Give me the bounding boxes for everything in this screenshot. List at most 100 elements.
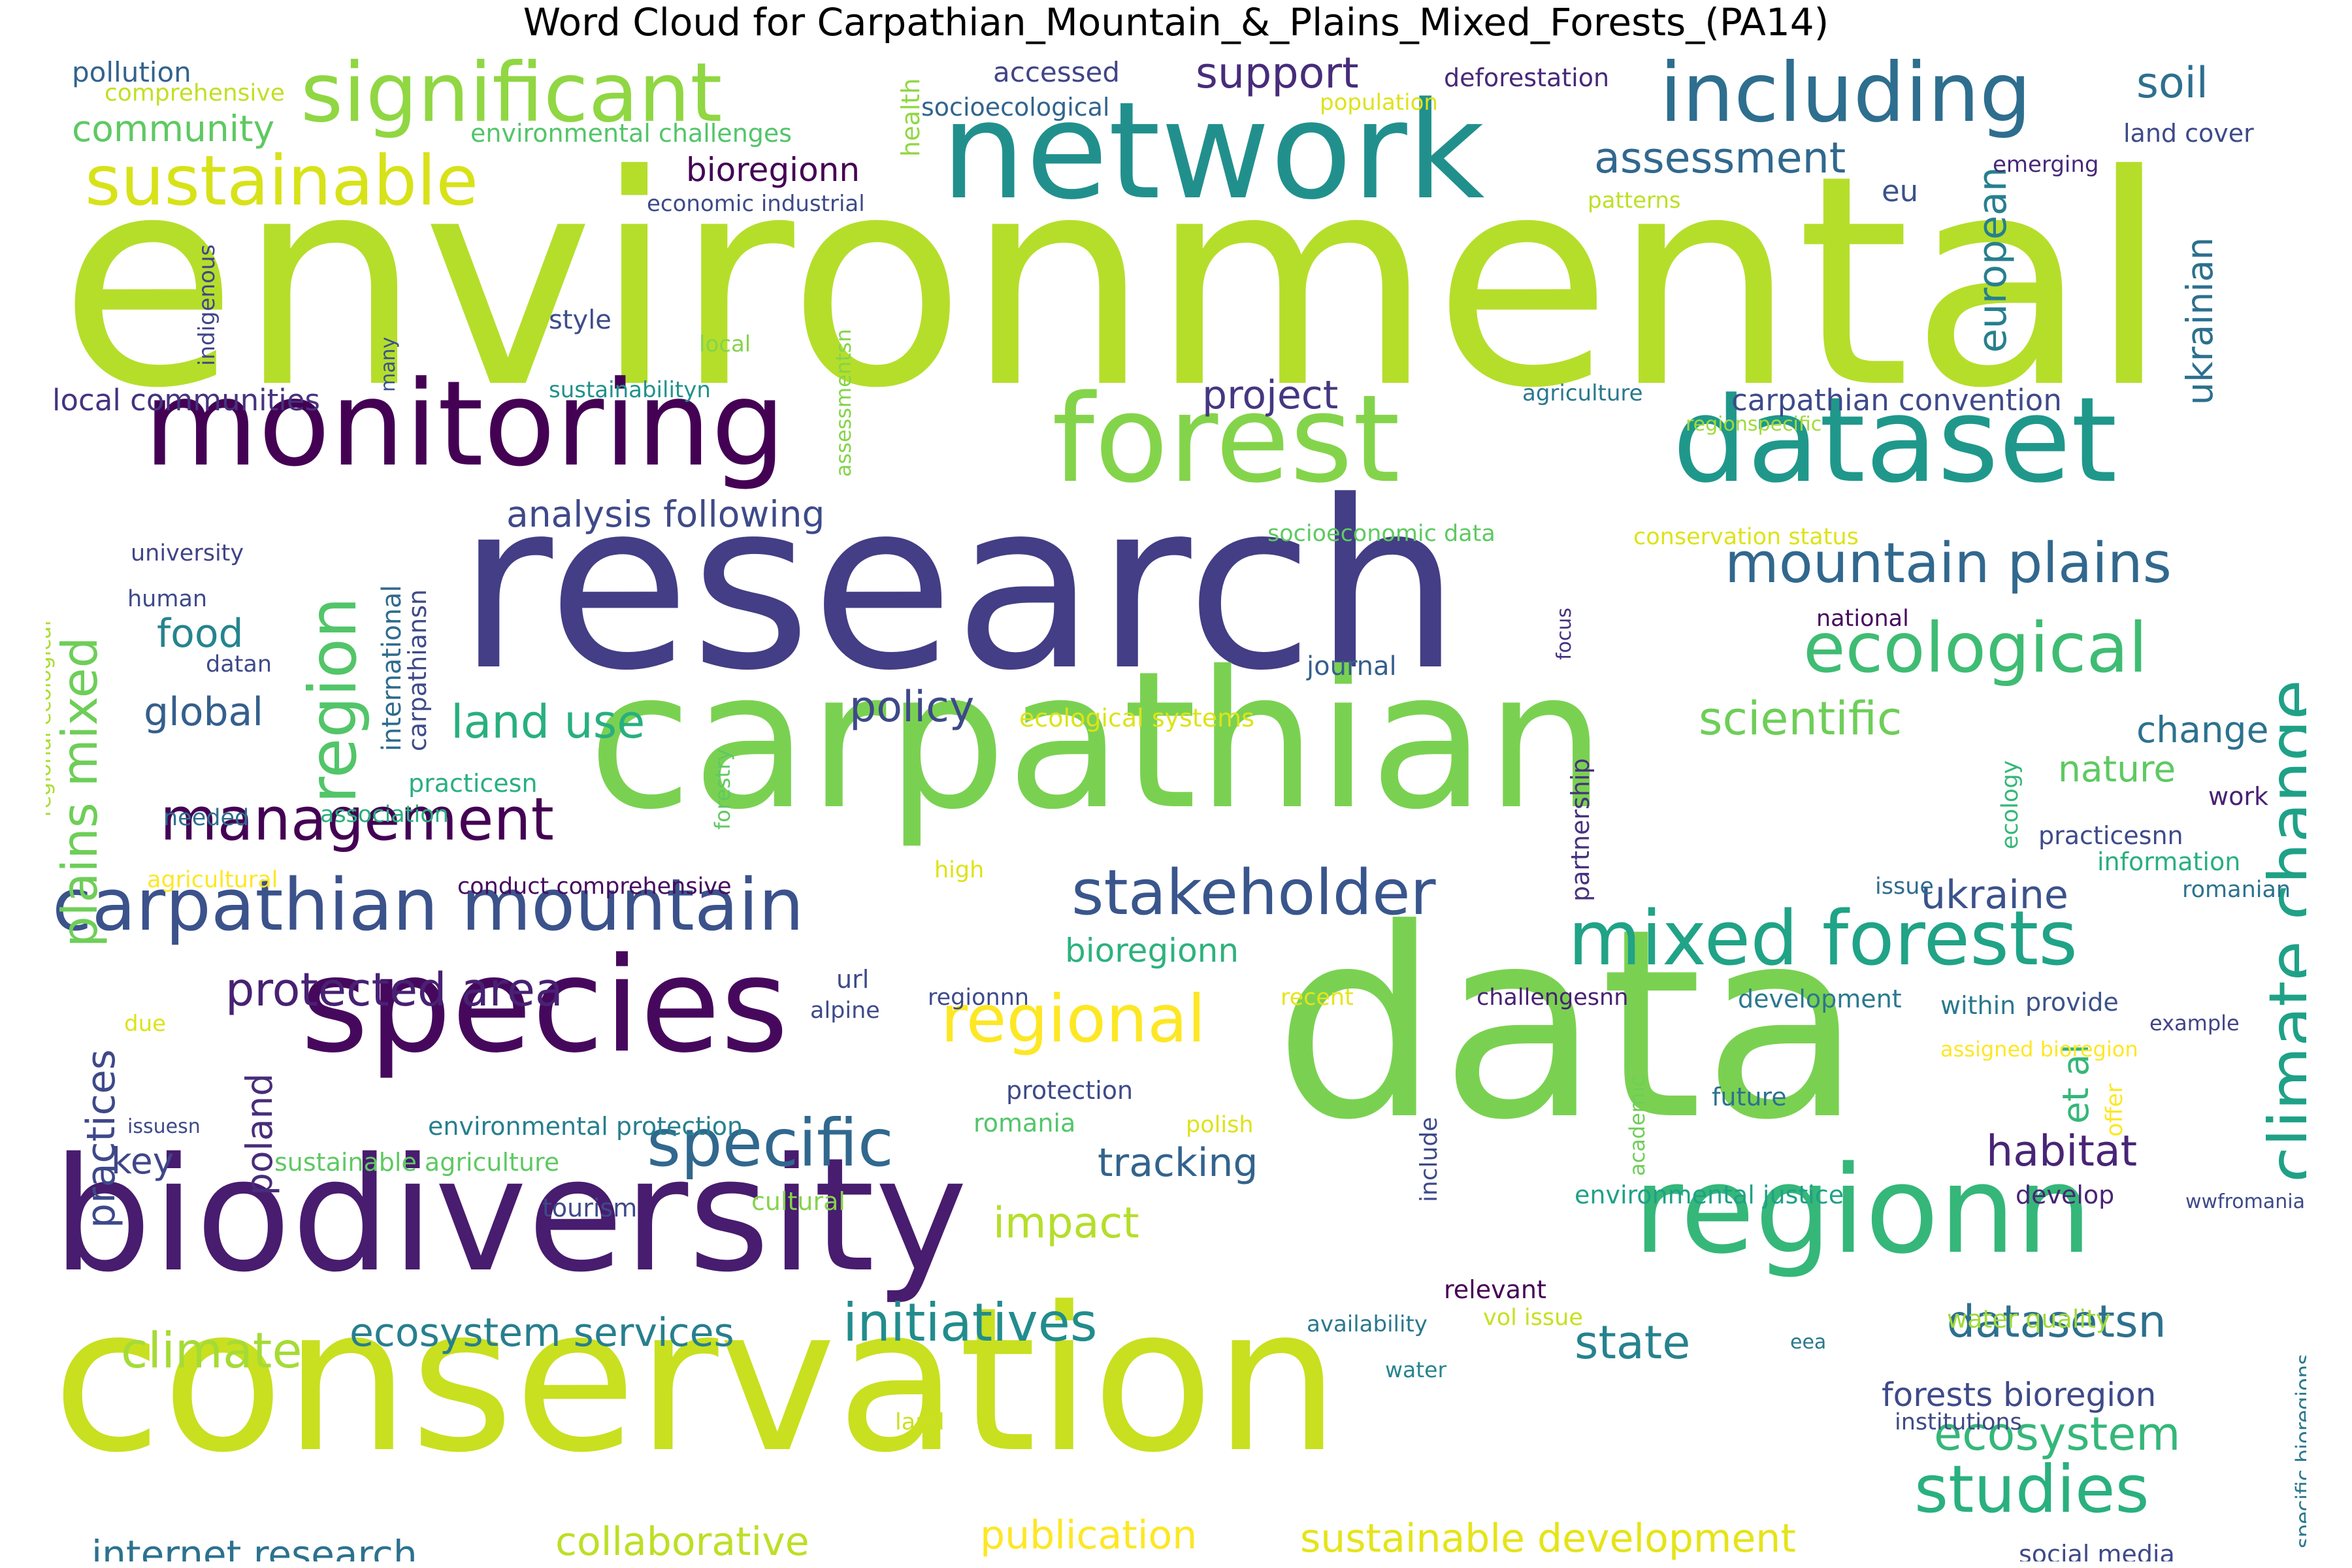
word-datan: datan <box>206 651 272 678</box>
word-forests-bioregion: forests bioregion <box>1882 1376 2157 1414</box>
word-url: url <box>836 965 870 994</box>
word-cultural: cultural <box>751 1187 845 1216</box>
word-key: key <box>111 1140 174 1182</box>
word-change: change <box>2136 709 2269 751</box>
word-local-communities: local communities <box>52 383 320 417</box>
word-ecological-systems: ecological systems <box>1019 704 1254 732</box>
word-vol-issue: vol issue <box>1483 1305 1583 1331</box>
word-future: future <box>1712 1083 1787 1111</box>
word-stakeholder: stakeholder <box>1071 857 1436 929</box>
word-carpathian-mountain: carpathian mountain <box>52 863 804 947</box>
word-land: land <box>895 1409 945 1435</box>
word-wwfromania: wwfromania <box>2185 1190 2306 1213</box>
word-conservation-status: conservation status <box>1633 524 1859 550</box>
chart-title: Word Cloud for Carpathian_Mountain_&_Pla… <box>523 0 1829 44</box>
word-soil: soil <box>2136 59 2208 108</box>
word-cloud: environmental research data carpathian conse… <box>46 46 2306 1561</box>
word-datasetsn: datasetsn <box>1947 1296 2166 1348</box>
word-eea: eea <box>1790 1331 1827 1354</box>
word-protection: protection <box>1006 1076 1134 1105</box>
word-academic: academic <box>1625 1075 1650 1176</box>
word-specific-bioregions: specific bioregions <box>2291 1354 2306 1548</box>
word-due: due <box>124 1011 167 1037</box>
word-bioregionn: bioregionn <box>1065 932 1239 970</box>
word-socioeconomic-data: socioeconomic data <box>1267 521 1495 547</box>
word-regionnn: regionnn <box>928 985 1030 1011</box>
word-ecosystem: ecosystem <box>1934 1407 2181 1461</box>
word-emerging: emerging <box>1993 152 2099 178</box>
word-journal: journal <box>1307 651 1397 681</box>
word-bioregionn: bioregionn <box>686 151 860 189</box>
word-publication: publication <box>980 1512 1198 1558</box>
word-regional: regional <box>941 981 1206 1057</box>
word-research: research <box>457 451 1461 721</box>
word-region: region <box>295 596 371 804</box>
word-eu: eu <box>1882 174 1919 208</box>
word-indigenous: indigenous <box>194 244 220 366</box>
word-carpathian: carpathian <box>588 631 1606 851</box>
word-mixed-forests: mixed forests <box>1568 895 2078 983</box>
word-information: information <box>2097 847 2241 876</box>
word-support: support <box>1196 49 1359 98</box>
word-data: data <box>1274 874 1863 1177</box>
word-assessment: assessment <box>1594 134 1846 183</box>
word-specific: specific <box>647 1105 894 1181</box>
word-dataset: dataset <box>1673 372 2117 509</box>
word-high: high <box>934 857 985 883</box>
word-socioecological: socioecological <box>921 93 1110 122</box>
word-assessmentsn: assessmentsn <box>831 329 856 477</box>
word-association: association <box>320 802 449 828</box>
word-protected-area: protected area <box>225 963 563 1017</box>
word-land-cover: land cover <box>2123 119 2254 148</box>
word-human: human <box>127 586 208 612</box>
word-forest: forest <box>1052 368 1401 510</box>
word-recent: recent <box>1281 985 1354 1011</box>
word-initiatives: initiatives <box>843 1292 1098 1353</box>
word-ukrainian: ukrainian <box>2179 237 2221 405</box>
word-environmental-protection: environmental protection <box>428 1112 743 1141</box>
word-practicesnn: practicesnn <box>2038 821 2183 850</box>
word-carpathian-convention: carpathian convention <box>1731 383 2062 417</box>
word-offer: offer <box>2102 1083 2128 1137</box>
word-environmental: environmental <box>59 113 2170 451</box>
word-food: food <box>157 611 244 657</box>
word-management: management <box>160 785 554 854</box>
word-species: species <box>301 930 789 1082</box>
word-university: university <box>131 540 244 566</box>
word-agriculture: agriculture <box>1522 380 1643 406</box>
word-local: local <box>699 331 751 357</box>
word-tracking: tracking <box>1098 1140 1258 1186</box>
word-project: project <box>1202 372 1339 418</box>
word-ecological: ecological <box>1803 608 2148 688</box>
word-comprehensive: comprehensive <box>105 80 285 106</box>
word-water: water <box>1385 1357 1447 1382</box>
word-provide: provide <box>2025 988 2119 1017</box>
word-include: include <box>1416 1117 1443 1202</box>
word-conduct-comprehensive: conduct comprehensive <box>457 874 732 900</box>
word-social-media: social media <box>2019 1540 2175 1561</box>
word-focus: focus <box>1553 607 1576 660</box>
word-including: including <box>1659 46 2032 140</box>
word-conservation: conservation <box>52 1264 1341 1496</box>
word-needed: needed <box>163 805 250 831</box>
word-economic-industrial: economic industrial <box>647 191 865 217</box>
word-example: example <box>2149 1011 2240 1036</box>
word-forestry: forestry <box>710 748 735 830</box>
word-challengesnn: challengesnn <box>1477 985 1629 1011</box>
word-polish: polish <box>1186 1112 1254 1138</box>
word-issuesn: issuesn <box>127 1115 201 1138</box>
word-tourism: tourism <box>542 1194 638 1222</box>
word-studies: studies <box>1914 1451 2149 1527</box>
word-nature: nature <box>2058 748 2176 790</box>
word-sustainable-agriculture: sustainable agriculture <box>274 1148 560 1177</box>
word-international: international <box>377 585 407 751</box>
word-european: european <box>1970 167 2016 353</box>
word-scientific: scientific <box>1699 692 1903 745</box>
word-practices: practices <box>78 1049 124 1228</box>
word-agricultural: agricultural <box>147 867 278 893</box>
word-mountain-plains: mountain plains <box>1725 531 2172 596</box>
word-relevant: relevant <box>1444 1275 1546 1304</box>
word-poland: poland <box>238 1073 280 1196</box>
word-ecosystem-services: ecosystem services <box>350 1310 734 1356</box>
word-pollution: pollution <box>72 56 191 88</box>
